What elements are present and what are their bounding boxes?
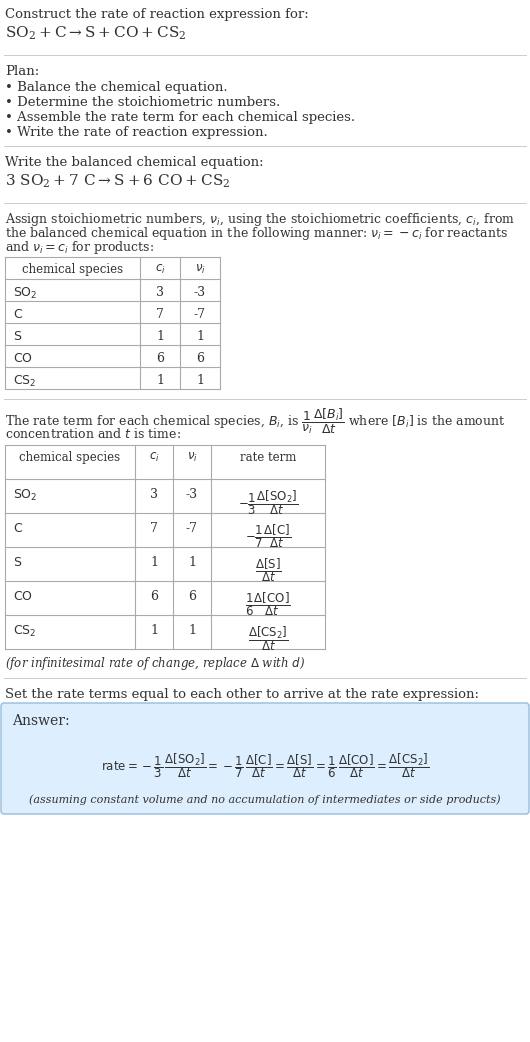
Text: 3: 3 — [150, 488, 158, 501]
Text: 6: 6 — [188, 590, 196, 603]
Text: The rate term for each chemical species, $B_i$, is $\dfrac{1}{\nu_i}\dfrac{\Delt: The rate term for each chemical species,… — [5, 407, 506, 437]
Text: 6: 6 — [150, 590, 158, 603]
Text: • Write the rate of reaction expression.: • Write the rate of reaction expression. — [5, 126, 268, 139]
Text: $\mathrm{SO_2}$: $\mathrm{SO_2}$ — [13, 488, 38, 503]
Text: 7: 7 — [156, 308, 164, 321]
Text: $-\dfrac{1}{3}\dfrac{\Delta[\mathrm{SO_2}]}{\Delta t}$: $-\dfrac{1}{3}\dfrac{\Delta[\mathrm{SO_2… — [238, 488, 298, 517]
Text: 1: 1 — [188, 556, 196, 569]
FancyBboxPatch shape — [1, 703, 529, 814]
Text: chemical species: chemical species — [22, 263, 123, 276]
Text: $\mathrm{rate} = -\dfrac{1}{3}\,\dfrac{\Delta[\mathrm{SO_2}]}{\Delta t} = -\dfra: $\mathrm{rate} = -\dfrac{1}{3}\,\dfrac{\… — [101, 751, 429, 779]
Text: • Determine the stoichiometric numbers.: • Determine the stoichiometric numbers. — [5, 96, 280, 109]
Text: 1: 1 — [156, 330, 164, 343]
Text: $c_i$: $c_i$ — [155, 263, 165, 276]
Text: 1: 1 — [196, 374, 204, 387]
Text: -3: -3 — [186, 488, 198, 501]
Text: -3: -3 — [194, 286, 206, 299]
Text: $\mathrm{SO_2}$: $\mathrm{SO_2}$ — [13, 286, 38, 301]
Text: • Assemble the rate term for each chemical species.: • Assemble the rate term for each chemic… — [5, 111, 355, 124]
Text: 6: 6 — [156, 352, 164, 365]
Text: 1: 1 — [150, 556, 158, 569]
Text: $\dfrac{1}{6}\dfrac{\Delta[\mathrm{CO}]}{\Delta t}$: $\dfrac{1}{6}\dfrac{\Delta[\mathrm{CO}]}… — [245, 590, 291, 618]
Text: Set the rate terms equal to each other to arrive at the rate expression:: Set the rate terms equal to each other t… — [5, 688, 479, 701]
Text: $\mathrm{C}$: $\mathrm{C}$ — [13, 522, 23, 535]
Text: Answer:: Answer: — [12, 714, 69, 728]
Text: $-\dfrac{1}{7}\dfrac{\Delta[\mathrm{C}]}{\Delta t}$: $-\dfrac{1}{7}\dfrac{\Delta[\mathrm{C}]}… — [245, 522, 291, 550]
Text: Write the balanced chemical equation:: Write the balanced chemical equation: — [5, 156, 263, 169]
Text: 3: 3 — [156, 286, 164, 299]
Text: 1: 1 — [196, 330, 204, 343]
Text: $\mathrm{C}$: $\mathrm{C}$ — [13, 308, 23, 321]
Text: $\mathrm{CS_2}$: $\mathrm{CS_2}$ — [13, 624, 37, 639]
Text: concentration and $t$ is time:: concentration and $t$ is time: — [5, 427, 181, 441]
Text: chemical species: chemical species — [20, 451, 120, 464]
Text: $\dfrac{\Delta[\mathrm{S}]}{\Delta t}$: $\dfrac{\Delta[\mathrm{S}]}{\Delta t}$ — [255, 556, 281, 584]
Text: $\mathrm{CS_2}$: $\mathrm{CS_2}$ — [13, 374, 37, 389]
Text: Plan:: Plan: — [5, 65, 39, 78]
Text: $\mathregular{3\ SO_2 + 7\ C \rightarrow S + 6\ CO + CS_2}$: $\mathregular{3\ SO_2 + 7\ C \rightarrow… — [5, 173, 231, 191]
Text: Assign stoichiometric numbers, $\nu_i$, using the stoichiometric coefficients, $: Assign stoichiometric numbers, $\nu_i$, … — [5, 210, 515, 228]
Text: the balanced chemical equation in the following manner: $\nu_i = -c_i$ for react: the balanced chemical equation in the fo… — [5, 225, 508, 242]
Text: 6: 6 — [196, 352, 204, 365]
Text: $\mathregular{SO_2 + C \rightarrow S + CO + CS_2}$: $\mathregular{SO_2 + C \rightarrow S + C… — [5, 25, 187, 43]
Text: (assuming constant volume and no accumulation of intermediates or side products): (assuming constant volume and no accumul… — [29, 794, 501, 804]
Text: Construct the rate of reaction expression for:: Construct the rate of reaction expressio… — [5, 8, 309, 21]
Text: • Balance the chemical equation.: • Balance the chemical equation. — [5, 81, 227, 94]
Text: 1: 1 — [150, 624, 158, 637]
Text: $\nu_i$: $\nu_i$ — [187, 451, 197, 464]
Text: $\mathrm{CO}$: $\mathrm{CO}$ — [13, 352, 33, 365]
Text: $\mathrm{CO}$: $\mathrm{CO}$ — [13, 590, 33, 603]
Text: $\nu_i$: $\nu_i$ — [195, 263, 206, 276]
Text: $\mathrm{S}$: $\mathrm{S}$ — [13, 330, 22, 343]
Text: 7: 7 — [150, 522, 158, 535]
Text: and $\nu_i = c_i$ for products:: and $\nu_i = c_i$ for products: — [5, 239, 154, 256]
Text: -7: -7 — [194, 308, 206, 321]
Text: (for infinitesimal rate of change, replace $\Delta$ with $d$): (for infinitesimal rate of change, repla… — [5, 655, 305, 672]
Text: $c_i$: $c_i$ — [148, 451, 160, 464]
Text: -7: -7 — [186, 522, 198, 535]
Text: $\dfrac{\Delta[\mathrm{CS_2}]}{\Delta t}$: $\dfrac{\Delta[\mathrm{CS_2}]}{\Delta t}… — [248, 624, 288, 652]
Text: $\mathrm{S}$: $\mathrm{S}$ — [13, 556, 22, 569]
Text: 1: 1 — [188, 624, 196, 637]
Text: 1: 1 — [156, 374, 164, 387]
Text: rate term: rate term — [240, 451, 296, 464]
